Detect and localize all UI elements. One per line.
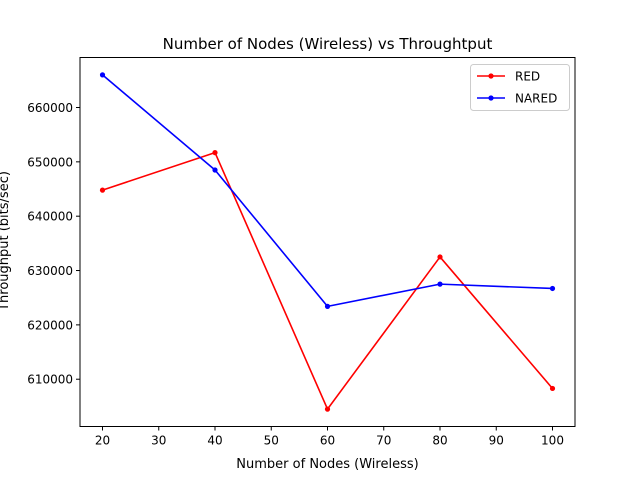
y-tick-label: 660000	[27, 101, 73, 115]
x-axis-ticks: 20 30 40 50 60 70 80 90 100	[95, 426, 564, 448]
series-layer	[99, 72, 556, 412]
x-tick-label: 70	[376, 434, 391, 448]
legend-label-red: RED	[515, 70, 540, 84]
y-axis-label: Throughput (bits/sec)	[0, 171, 12, 312]
data-point-red	[99, 187, 106, 193]
x-tick-label: 20	[95, 434, 110, 448]
y-tick-label: 640000	[27, 210, 73, 224]
legend: RED NARED	[470, 64, 570, 111]
x-tick-label: 50	[264, 434, 279, 448]
legend-marker-red	[488, 73, 494, 79]
data-point-red	[324, 406, 331, 412]
data-point-nared	[99, 72, 106, 78]
x-tick-label: 60	[320, 434, 335, 448]
x-tick-label: 100	[541, 434, 564, 448]
data-point-red	[212, 150, 218, 156]
data-point-nared	[324, 303, 331, 309]
chart-title: Number of Nodes (Wireless) vs Throughtpu…	[163, 35, 493, 53]
data-point-nared	[549, 285, 556, 292]
x-tick-label: 30	[151, 434, 166, 448]
y-tick-label: 650000	[27, 155, 73, 169]
y-tick-label: 630000	[27, 264, 73, 278]
x-tick-label: 90	[489, 434, 504, 448]
x-axis-label: Number of Nodes (Wireless)	[236, 457, 418, 472]
y-axis-ticks: 610000 620000 630000 640000 650000 660000	[27, 101, 80, 387]
x-tick-label: 40	[207, 434, 222, 448]
y-tick-label: 610000	[27, 373, 73, 387]
data-point-red	[437, 254, 443, 260]
x-tick-label: 80	[432, 434, 447, 448]
legend-label-nared: NARED	[515, 92, 557, 106]
data-point-red	[549, 385, 556, 392]
data-point-nared	[437, 281, 443, 287]
y-tick-label: 620000	[27, 318, 73, 332]
legend-entries: RED NARED	[477, 70, 557, 106]
data-point-nared	[212, 167, 218, 173]
legend-marker-nared	[488, 95, 494, 101]
